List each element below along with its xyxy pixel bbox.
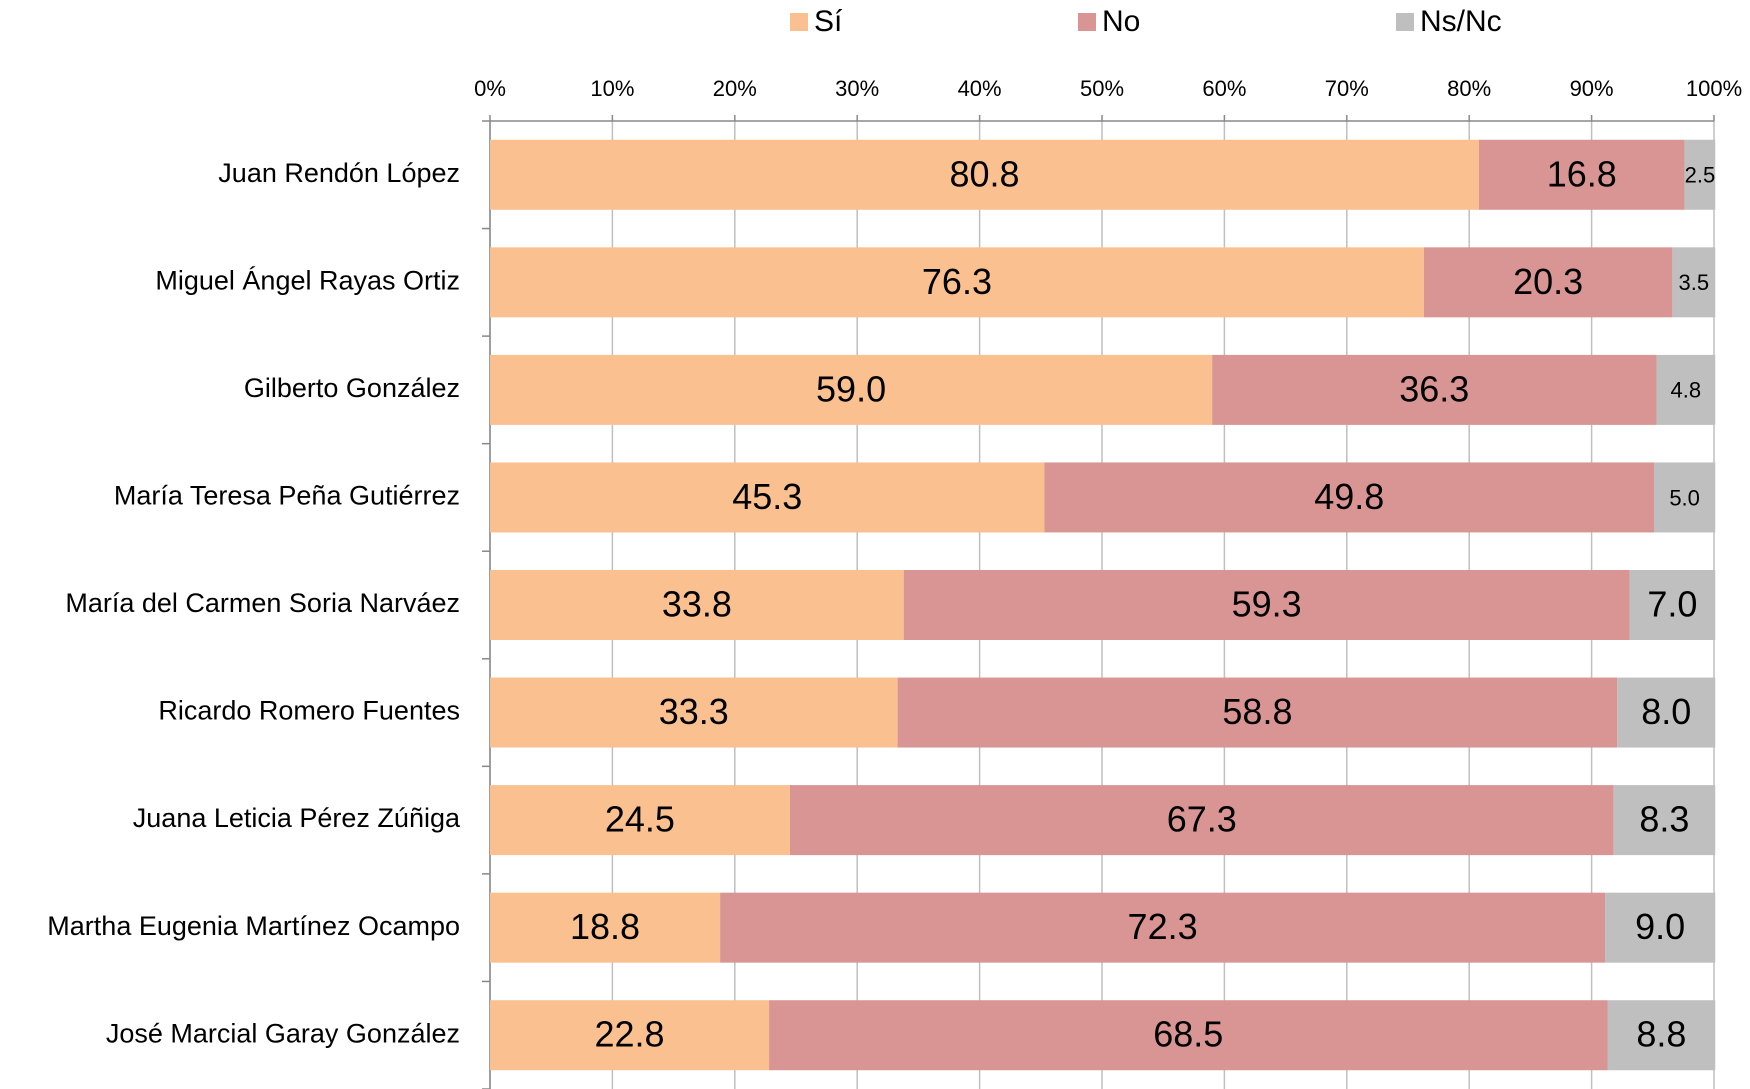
- bar-segment: [789, 785, 1614, 856]
- bar-segment: [490, 247, 1424, 318]
- category-label: Juan Rendón López: [218, 158, 460, 188]
- legend-label: Sí: [814, 5, 843, 38]
- category-label: Gilberto González: [244, 373, 460, 403]
- data-label: 22.8: [594, 1014, 664, 1055]
- category-label: Juana Leticia Pérez Zúñiga: [133, 803, 461, 833]
- x-tick-label: 20%: [713, 76, 757, 101]
- bar-segment: [1212, 354, 1657, 425]
- category-label: María del Carmen Soria Narváez: [65, 588, 460, 618]
- bar-segment: [490, 462, 1045, 533]
- bar-segment: [490, 1000, 770, 1071]
- bar-segment: [1656, 354, 1716, 425]
- data-label: 8.3: [1639, 799, 1689, 840]
- x-tick-label: 100%: [1686, 76, 1742, 101]
- legend-label: No: [1102, 5, 1140, 38]
- bar-segment: [1607, 1000, 1716, 1071]
- bar-segment: [1617, 677, 1716, 748]
- bar-segment: [897, 677, 1618, 748]
- data-label: 24.5: [605, 799, 675, 840]
- data-label: 8.0: [1641, 691, 1691, 732]
- bar-segment: [720, 892, 1606, 963]
- data-label: 8.8: [1636, 1014, 1686, 1055]
- bar-segment: [1613, 785, 1716, 856]
- category-label: Miguel Ángel Rayas Ortiz: [155, 265, 460, 295]
- legend-swatch: [790, 13, 808, 31]
- bar-segment: [1478, 139, 1685, 210]
- category-label: José Marcial Garay González: [106, 1018, 460, 1048]
- legend-swatch: [1396, 13, 1414, 31]
- category-label: Ricardo Romero Fuentes: [158, 696, 460, 726]
- bar-segment: [1684, 139, 1716, 210]
- data-label: 67.3: [1167, 799, 1237, 840]
- data-label: 20.3: [1513, 261, 1583, 302]
- bar-segment: [490, 354, 1213, 425]
- data-label: 3.5: [1679, 270, 1710, 295]
- x-tick-label: 30%: [835, 76, 879, 101]
- data-label: 59.3: [1232, 584, 1302, 625]
- category-label: Martha Eugenia Martínez Ocampo: [47, 911, 460, 941]
- bar-segment: [490, 892, 721, 963]
- data-label: 72.3: [1128, 906, 1198, 947]
- bar-segment: [490, 677, 898, 748]
- bar-segment: [769, 1000, 1608, 1071]
- x-tick-label: 60%: [1202, 76, 1246, 101]
- data-label: 16.8: [1547, 153, 1617, 194]
- x-tick-label: 90%: [1570, 76, 1614, 101]
- x-tick-label: 0%: [474, 76, 506, 101]
- data-label: 58.8: [1222, 691, 1292, 732]
- x-tick-label: 40%: [958, 76, 1002, 101]
- data-label: 2.5: [1685, 163, 1716, 188]
- x-tick-label: 70%: [1325, 76, 1369, 101]
- data-label: 7.0: [1647, 584, 1697, 625]
- bar-segment: [1672, 247, 1716, 318]
- bar-segment: [1654, 462, 1716, 533]
- data-label: 49.8: [1314, 476, 1384, 517]
- data-label: 76.3: [922, 261, 992, 302]
- x-tick-label: 80%: [1447, 76, 1491, 101]
- bar-segment: [490, 139, 1479, 210]
- data-label: 45.3: [732, 476, 802, 517]
- bar-segment: [490, 570, 904, 640]
- legend-label: Ns/Nc: [1420, 5, 1502, 38]
- data-label: 59.0: [816, 368, 886, 409]
- data-label: 18.8: [570, 906, 640, 947]
- bar-segment: [903, 570, 1630, 640]
- data-label: 33.8: [662, 584, 732, 625]
- legend-swatch: [1078, 13, 1096, 31]
- data-label: 33.3: [659, 691, 729, 732]
- data-label: 5.0: [1669, 485, 1700, 510]
- data-label: 68.5: [1153, 1014, 1223, 1055]
- category-label: María Teresa Peña Gutiérrez: [114, 481, 460, 511]
- bar-segment: [1044, 462, 1655, 533]
- x-tick-label: 10%: [590, 76, 634, 101]
- data-label: 36.3: [1399, 368, 1469, 409]
- bar-segment: [490, 785, 790, 856]
- bar-segment: [1629, 570, 1716, 640]
- data-label: 80.8: [949, 153, 1019, 194]
- data-label: 4.8: [1671, 378, 1702, 403]
- bar-segment: [1605, 892, 1716, 963]
- bar-segment: [1423, 247, 1673, 318]
- x-tick-label: 50%: [1080, 76, 1124, 101]
- data-label: 9.0: [1635, 906, 1685, 947]
